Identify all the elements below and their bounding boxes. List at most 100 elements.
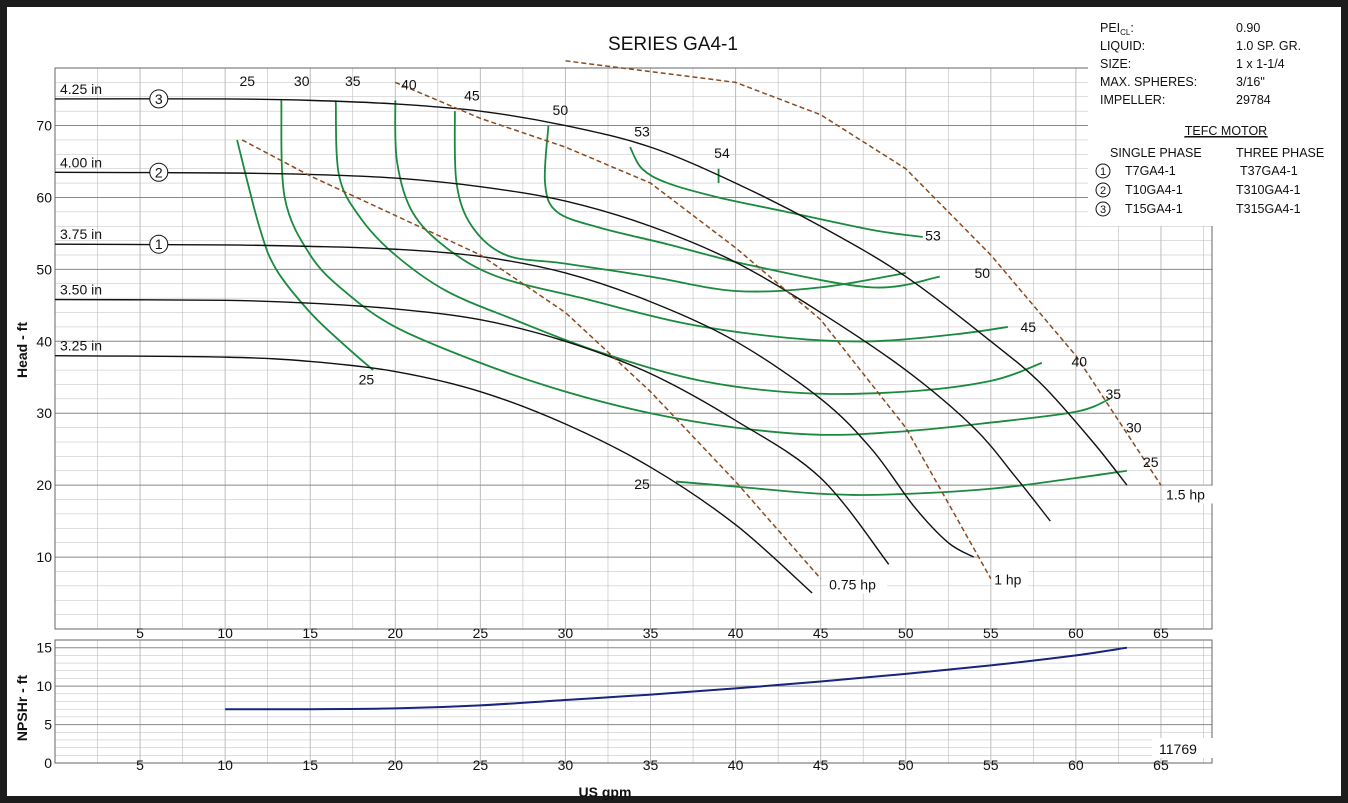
efficiency-label: 25 (239, 73, 255, 89)
x-tick-label: 10 (217, 625, 233, 641)
spec-value: 1 x 1-1/4 (1236, 57, 1285, 71)
plot-curves (54, 60, 1162, 711)
motor-row: 2 T10GA4-1 T310GA4-1 (1095, 182, 1301, 198)
power-curve (565, 60, 1162, 486)
x-tick-label: 15 (302, 625, 318, 641)
efficiency-label: 25 (1143, 454, 1159, 470)
efficiency-curve (236, 139, 374, 371)
impeller-diameter-label: 3.75 in (60, 226, 102, 242)
y-tick-label: 20 (36, 477, 52, 493)
x-tick-label: 45 (813, 757, 829, 773)
impeller-marker-number: 1 (155, 236, 163, 252)
motor-number: 1 (1100, 166, 1106, 178)
chart-title: SERIES GA4-1 (608, 34, 738, 55)
code-box (1152, 738, 1214, 758)
spec-key: PEICL: (1100, 21, 1134, 37)
efficiency-curve (453, 111, 906, 293)
efficiency-label: 25 (359, 371, 375, 387)
x-tick-label: 55 (983, 757, 999, 773)
power-label: 0.75 hp (829, 576, 876, 592)
x-axis-title: US gpm (579, 784, 632, 800)
spec-row-max-spheres: MAX. SPHERES: 3/16" (1100, 75, 1265, 89)
x-tick-label: 5 (136, 757, 144, 773)
motor-three-phase: T37GA4-1 (1240, 164, 1298, 178)
spec-key: MAX. SPHERES: (1100, 75, 1197, 89)
power-curve (241, 139, 822, 580)
spec-row-impeller: IMPELLER: 29784 (1100, 93, 1271, 107)
npsh-tick-label: 10 (36, 678, 52, 694)
spec-row-liquid: LIQUID: 1.0 SP. GR. (1100, 39, 1301, 53)
impeller-marker-number: 3 (155, 91, 163, 107)
y-tick-label: 60 (36, 189, 52, 205)
info-panel-background (1088, 10, 1336, 226)
x-tick-label: 30 (558, 625, 574, 641)
npshr-curve (225, 646, 1128, 711)
spec-value: 29784 (1236, 93, 1271, 107)
single-phase-header: SINGLE PHASE (1110, 146, 1202, 160)
figure-code: 11769 (1159, 741, 1197, 757)
y-tick-label: 10 (36, 549, 52, 565)
spec-key: LIQUID: (1100, 39, 1145, 53)
x-tick-label: 65 (1153, 625, 1169, 641)
impeller-marker-circle (149, 162, 169, 182)
efficiency-label: 53 (925, 228, 941, 244)
motor-number: 3 (1100, 204, 1106, 216)
x-tick-label: 60 (1068, 625, 1084, 641)
power-label: 1 hp (994, 571, 1021, 587)
impeller-diameter-label: 3.25 in (60, 338, 102, 354)
impeller-marker-circle (149, 234, 169, 254)
efficiency-label: 54 (714, 145, 730, 161)
x-tick-label: 60 (1068, 757, 1084, 773)
x-tick-label: 10 (217, 757, 233, 773)
efficiency-label: 35 (1106, 386, 1122, 402)
power-label: 1.5 hp (1166, 487, 1205, 503)
efficiency-curve (394, 100, 1008, 343)
npsh-tick-label: 0 (44, 755, 52, 771)
x-tick-label: 25 (473, 757, 489, 773)
y-tick-label: 30 (36, 405, 52, 421)
spec-key: IMPELLER: (1100, 93, 1165, 107)
x-tick-label: 20 (388, 757, 404, 773)
power-label-background (827, 575, 888, 594)
efficiency-label: 25 (634, 476, 650, 492)
motor-single-phase: T7GA4-1 (1125, 164, 1176, 178)
x-tick-label: 65 (1153, 757, 1169, 773)
y-axis-title: Head - ft (14, 322, 30, 378)
spec-value: 3/16" (1236, 75, 1265, 89)
spec-key: SIZE: (1100, 57, 1131, 71)
efficiency-label: 45 (1020, 319, 1036, 335)
motor-number-circle (1095, 163, 1111, 179)
x-tick-label: 5 (136, 625, 144, 641)
x-tick-label: 40 (728, 757, 744, 773)
efficiency-curve (675, 469, 1128, 496)
impeller-curve (54, 243, 975, 558)
x-tick-label: 25 (473, 625, 489, 641)
x-tick-label: 35 (643, 757, 659, 773)
motor-number-circle (1095, 182, 1111, 198)
y-tick-label: 50 (36, 261, 52, 277)
power-label-background (992, 570, 1029, 589)
motor-single-phase: T10GA4-1 (1125, 183, 1183, 197)
impeller-curve (54, 98, 1128, 486)
x-tick-label: 40 (728, 625, 744, 641)
motor-number-circle (1095, 201, 1111, 217)
impeller-curve (54, 298, 890, 565)
motor-table-title: TEFC MOTOR (1185, 124, 1267, 138)
impeller-marker-number: 2 (155, 164, 163, 180)
impeller-diameter-label: 4.00 in (60, 154, 102, 170)
spec-value: 0.90 (1236, 21, 1260, 35)
efficiency-label: 40 (1071, 353, 1087, 369)
efficiency-curve (543, 125, 940, 289)
efficiency-curve (629, 146, 923, 238)
x-tick-label: 35 (643, 625, 659, 641)
spec-row-pei: PEICL: 0.90 (1100, 21, 1260, 37)
efficiency-label: 53 (634, 123, 650, 139)
efficiency-label: 30 (1126, 420, 1142, 436)
x-tick-label: 30 (558, 757, 574, 773)
x-tick-label: 50 (898, 625, 914, 641)
impeller-diameter-label: 4.25 in (60, 81, 102, 97)
impeller-diameter-label: 3.50 in (60, 282, 102, 298)
power-label-background (1164, 485, 1217, 504)
impeller-marker-circle (149, 89, 169, 109)
y-tick-label: 40 (36, 333, 52, 349)
